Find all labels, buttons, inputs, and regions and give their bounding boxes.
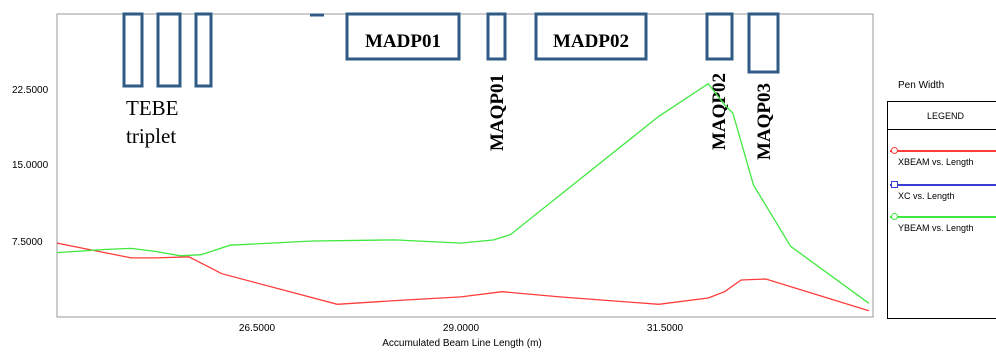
plot-area	[56, 13, 874, 318]
legend-title: LEGEND	[926, 111, 964, 121]
chart: 7.5000 15.0000 22.5000 26.5000 29.0000 3…	[12, 12, 874, 349]
legend-marker-ybeam	[891, 213, 898, 220]
legend-swatch-xbeam	[890, 150, 996, 152]
legend-swatch-xc	[890, 184, 996, 186]
x-tick-label-1: 26.5000	[239, 323, 276, 334]
tebe-magnet-box-3	[194, 12, 213, 88]
maqp03-box	[747, 12, 780, 74]
madp02-label: MADP02	[553, 31, 629, 52]
legend-marker-xbeam	[891, 147, 898, 154]
pen-width-label: Pen Width	[898, 80, 945, 91]
madp01-label: MADP01	[365, 31, 441, 52]
x-axis: 26.5000 29.0000 31.5000 Accumulated Beam…	[239, 323, 684, 349]
series-layer	[56, 82, 870, 312]
tebe-magnet-box-2	[156, 12, 182, 88]
maqp01-label: MAQP01	[487, 74, 508, 151]
tebe-magnet-box-1	[122, 12, 144, 88]
legend-swatch-ybeam	[890, 216, 996, 218]
legend-label-xbeam: XBEAM vs. Length	[898, 157, 974, 167]
x-axis-label: Accumulated Beam Line Length (m)	[382, 338, 542, 349]
legend-marker-xc	[891, 181, 898, 188]
x-tick-label-2: 29.0000	[443, 323, 480, 334]
x-tick-label-3: 31.5000	[647, 323, 684, 334]
madp02-box	[534, 12, 648, 61]
legend-item-xc: XC vs. Length	[888, 181, 996, 210]
triplet-label: triplet	[126, 124, 176, 148]
series-line-ybeam	[56, 82, 870, 304]
maqp02-label: MAQP02	[709, 73, 730, 150]
y-axis: 7.5000 15.0000 22.5000	[12, 85, 49, 248]
legend-divider	[888, 129, 996, 130]
y-tick-label-3: 22.5000	[12, 85, 49, 96]
madp01-box	[345, 12, 461, 61]
legend-label-xc: XC vs. Length	[898, 191, 955, 201]
maqp02-box	[705, 12, 734, 61]
element-overlay: MADP01 MADP02 TEBE triplet MAQP01 MAQP02…	[122, 12, 780, 160]
tebe-label: TEBE	[126, 96, 179, 120]
legend-label-ybeam: YBEAM vs. Length	[898, 223, 974, 233]
legend: LEGEND XBEAM vs. Length XC vs. Length YB…	[887, 101, 996, 319]
maqp03-label: MAQP03	[754, 83, 775, 160]
y-tick-label-1: 7.5000	[12, 237, 43, 248]
maqp01-box	[486, 12, 507, 61]
legend-item-ybeam: YBEAM vs. Length	[888, 213, 996, 242]
series-line-xbeam	[56, 242, 870, 312]
y-tick-label-2: 15.0000	[12, 160, 49, 171]
legend-item-xbeam: XBEAM vs. Length	[888, 147, 996, 176]
